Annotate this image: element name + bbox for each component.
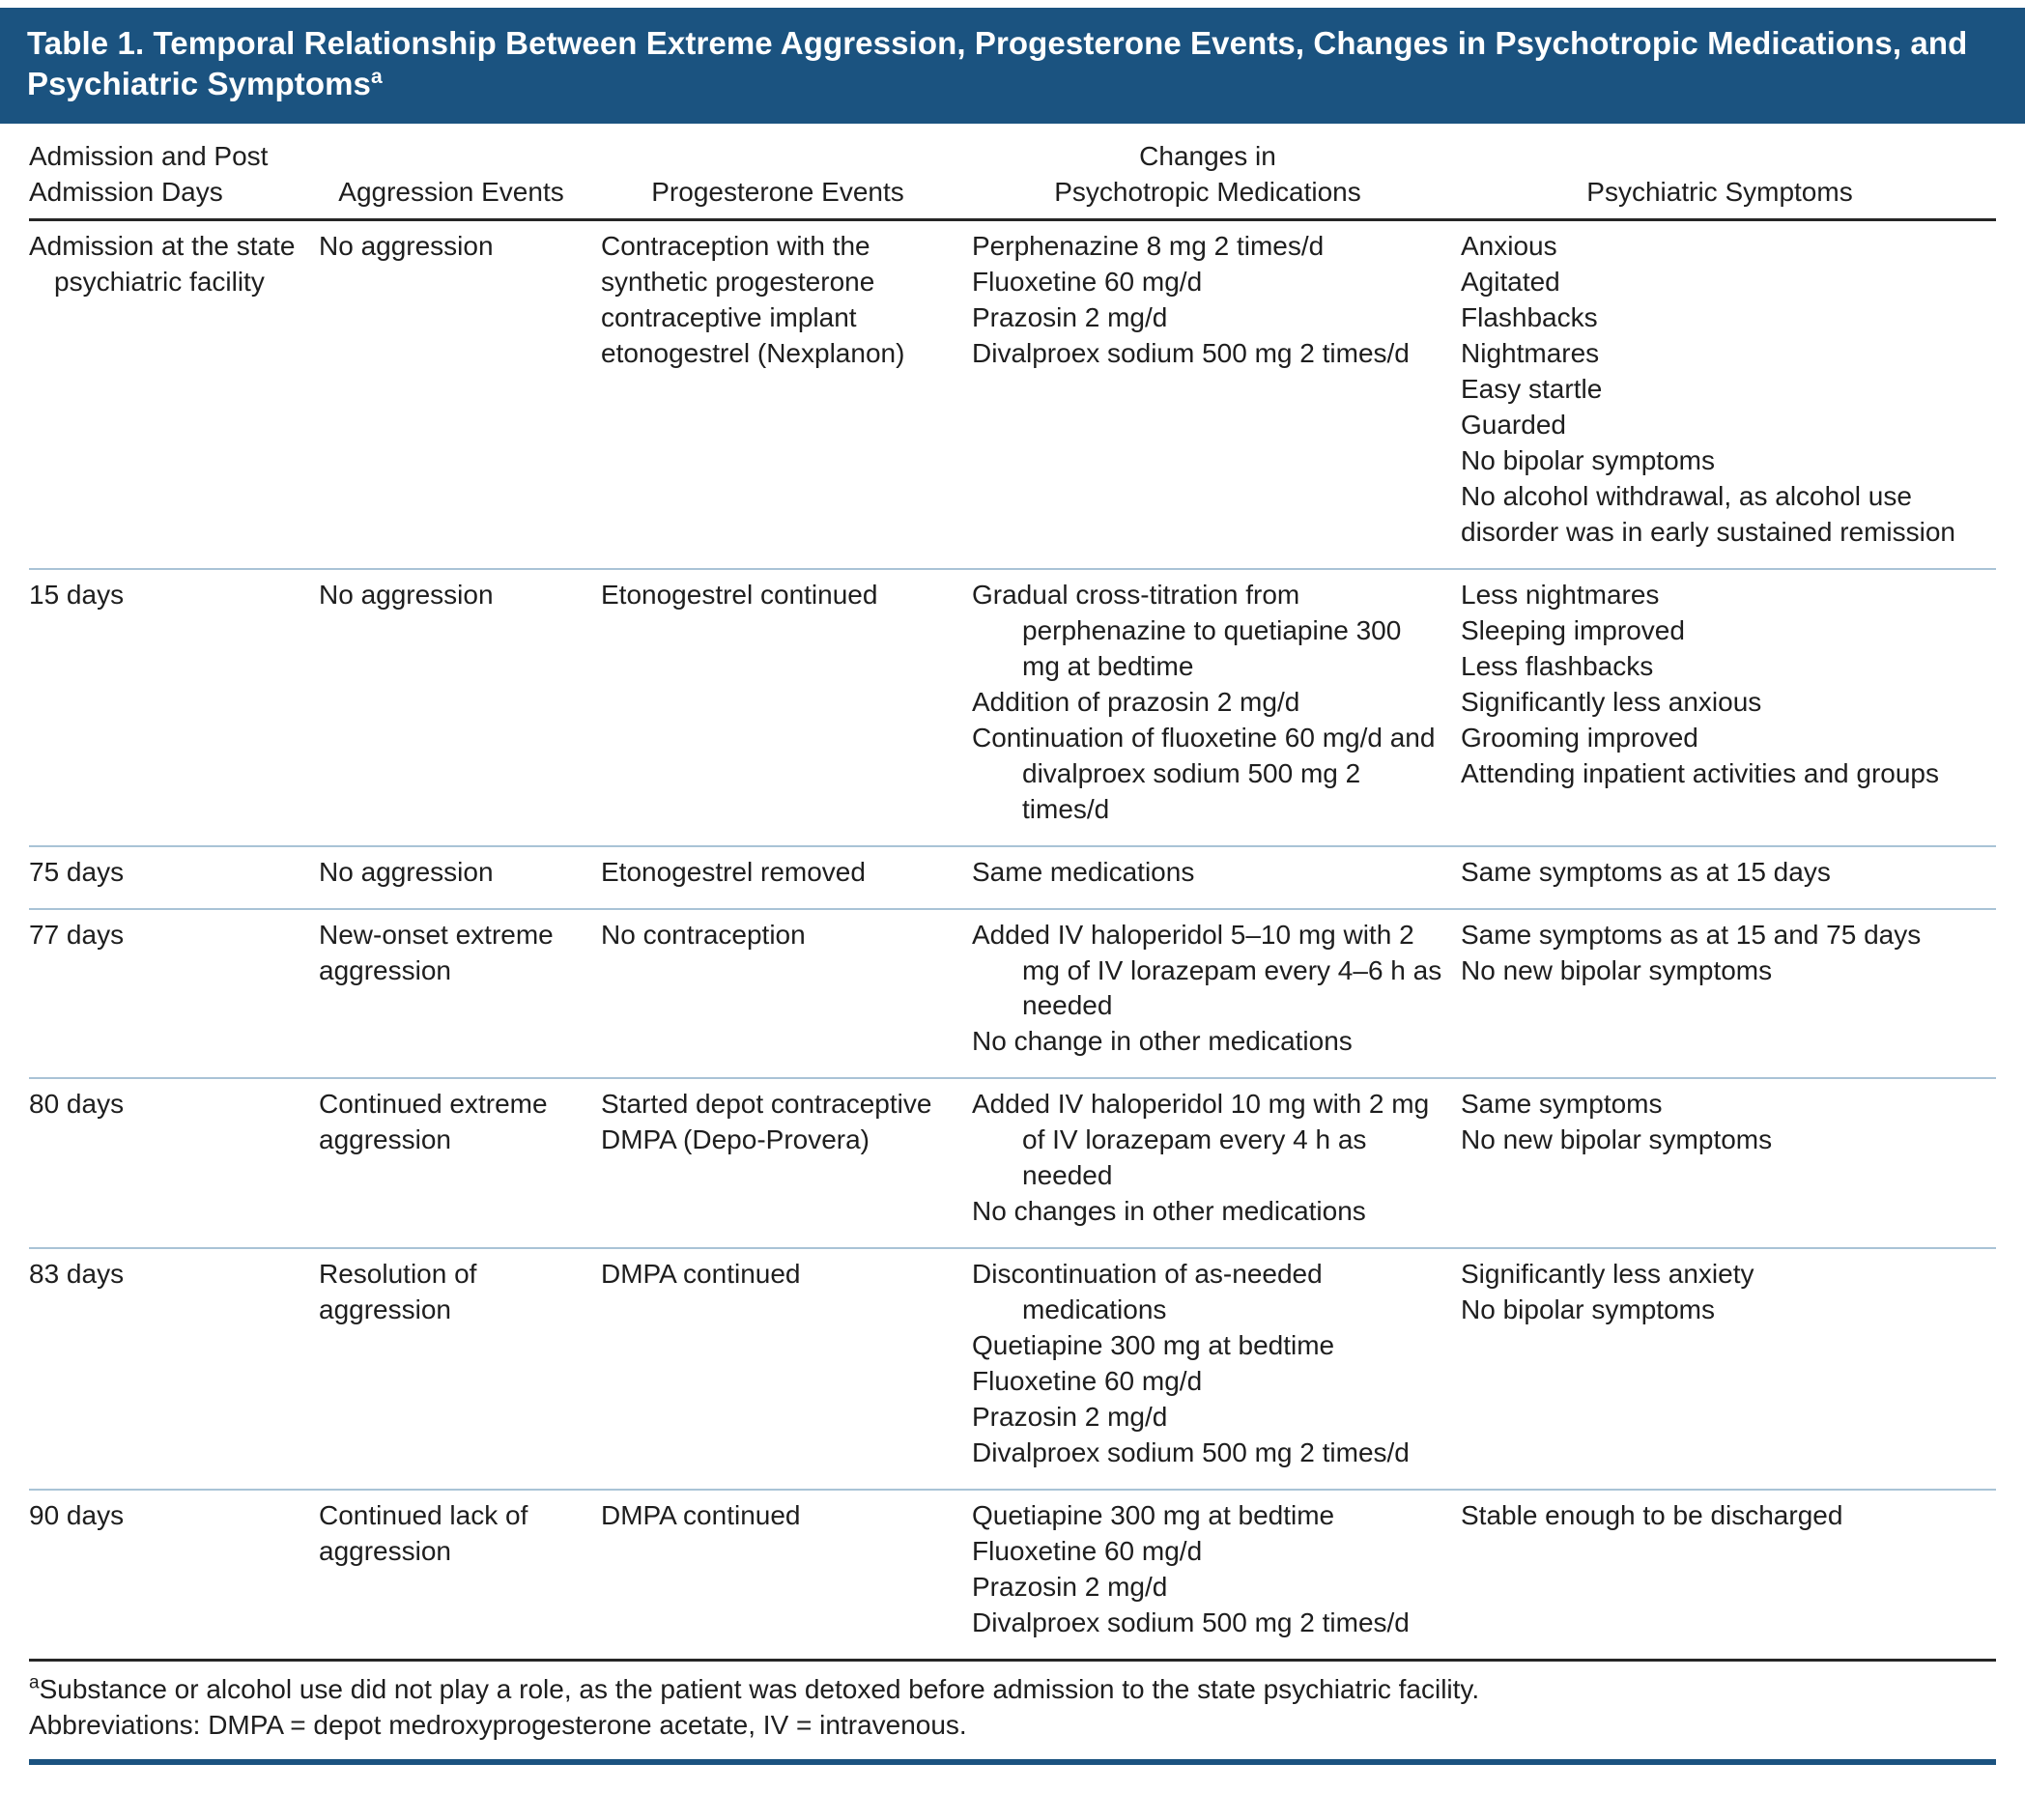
cell-days: 75 days (29, 845, 319, 910)
table-title-text: Table 1. Temporal Relationship Between E… (27, 25, 1968, 102)
cell-medications: Added IV haloperidol 10 mg with 2 mg of … (972, 1078, 1461, 1250)
cell-aggression: No aggression (319, 845, 601, 910)
cell-progesterone: DMPA continued (601, 1248, 972, 1491)
table-footnotes: aSubstance or alcohol use did not play a… (29, 1662, 1996, 1765)
cell-medications: Added IV haloperidol 5–10 mg with 2 mg o… (972, 908, 1461, 1080)
cell-symptoms: Significantly less anxiety No bipolar sym… (1461, 1248, 1996, 1491)
table-body-area: Admission and Post Admission Days Aggressi… (0, 124, 2025, 1765)
cell-symptoms: Same symptoms as at 15 and 75 days No new… (1461, 908, 1996, 1080)
cell-days: 80 days (29, 1078, 319, 1250)
table-row: 90 days Continued lack of aggression DMPA … (29, 1489, 1996, 1662)
cell-symptoms: Same symptoms as at 15 days (1461, 845, 1996, 910)
table-title-bar: Table 1. Temporal Relationship Between E… (0, 8, 2025, 125)
column-header-symptoms: Psychiatric Symptoms (1461, 124, 1996, 222)
cell-medications: Perphenazine 8 mg 2 times/d Fluoxetine 60… (972, 219, 1461, 570)
cell-progesterone: Contraception with the synthetic progest… (601, 219, 972, 570)
table-rows: Admission at the state psychiatric facil… (29, 219, 1996, 1662)
cell-aggression: No aggression (319, 219, 601, 570)
cell-medications: Same medications (972, 845, 1461, 910)
column-header-medications: Changes in Psychotropic Medications (972, 124, 1461, 222)
cell-progesterone: Etonogestrel removed (601, 845, 972, 910)
cell-medications: Discontinuation of as-needed medications… (972, 1248, 1461, 1491)
cell-medications: Gradual cross-titration from perphenazin… (972, 568, 1461, 847)
table-row: Admission at the state psychiatric facil… (29, 219, 1996, 570)
table-row: 80 days Continued extreme aggression Start… (29, 1078, 1996, 1250)
table-figure: Table 1. Temporal Relationship Between E… (0, 8, 2025, 1765)
cell-days: Admission at the state psychiatric facil… (29, 219, 319, 570)
cell-days: 77 days (29, 908, 319, 1080)
cell-symptoms: Anxious Agitated Flashbacks Nightmares Easy … (1461, 219, 1996, 570)
cell-symptoms: Same symptoms No new bipolar symptoms (1461, 1078, 1996, 1250)
cell-progesterone: Etonogestrel continued (601, 568, 972, 847)
cell-days: 90 days (29, 1489, 319, 1662)
header-row: Admission and Post Admission Days Aggressi… (29, 124, 1996, 222)
table-row: 83 days Resolution of aggression DMPA cont… (29, 1248, 1996, 1491)
table-title: Table 1. Temporal Relationship Between E… (27, 23, 1998, 104)
footnote-marker: a (29, 1672, 40, 1693)
cell-progesterone: DMPA continued (601, 1489, 972, 1662)
column-header-days: Admission and Post Admission Days (29, 124, 319, 222)
cell-aggression: Resolution of aggression (319, 1248, 601, 1491)
cell-days: 15 days (29, 568, 319, 847)
table-row: 75 days No aggression Etonogestrel removed… (29, 845, 1996, 910)
cell-progesterone: No contraception (601, 908, 972, 1080)
column-header-aggression: Aggression Events (319, 124, 601, 222)
table-row: 15 days No aggression Etonogestrel continu… (29, 568, 1996, 847)
temporal-relationship-table: Admission and Post Admission Days Aggressi… (29, 124, 1996, 1662)
cell-aggression: Continued extreme aggression (319, 1078, 601, 1250)
cell-aggression: New-onset extreme aggression (319, 908, 601, 1080)
table-row: 77 days New-onset extreme aggression No co… (29, 908, 1996, 1080)
cell-medications: Quetiapine 300 mg at bedtime Fluoxetine 6… (972, 1489, 1461, 1662)
cell-days: 83 days (29, 1248, 319, 1491)
cell-aggression: No aggression (319, 568, 601, 847)
column-header-progesterone: Progesterone Events (601, 124, 972, 222)
footnote: aSubstance or alcohol use did not play a… (29, 1672, 1480, 1704)
cell-progesterone: Started depot contraceptive DMPA (Depo-P… (601, 1078, 972, 1250)
table-header: Admission and Post Admission Days Aggressi… (29, 124, 1996, 222)
cell-aggression: Continued lack of aggression (319, 1489, 601, 1662)
table-title-footnote-marker: a (370, 66, 383, 89)
footnote: Abbreviations: DMPA = depot medroxyproge… (29, 1710, 967, 1741)
cell-symptoms: Stable enough to be discharged (1461, 1489, 1996, 1662)
cell-symptoms: Less nightmares Sleeping improved Less fla… (1461, 568, 1996, 847)
